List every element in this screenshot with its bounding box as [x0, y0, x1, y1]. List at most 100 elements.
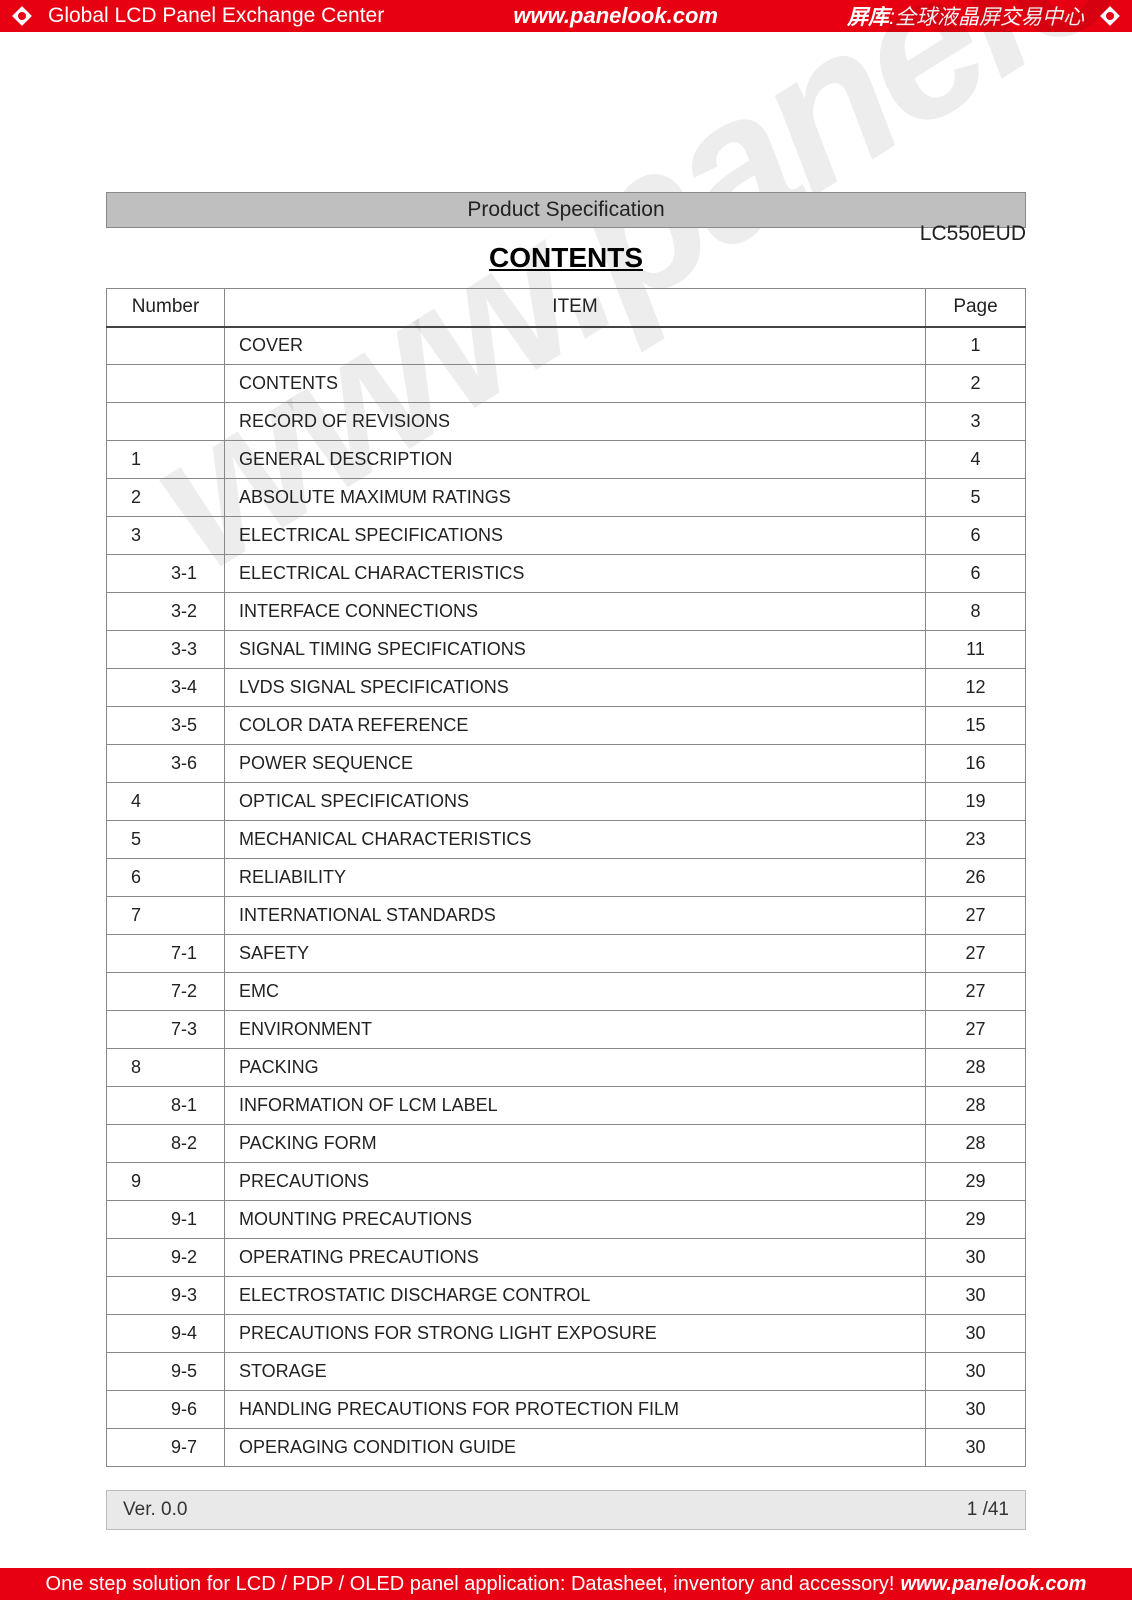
- col-header-item: ITEM: [225, 289, 926, 327]
- table-row: 9-2OPERATING PRECAUTIONS30: [107, 1239, 1026, 1277]
- table-row: 7-2EMC27: [107, 973, 1026, 1011]
- row-page: 8: [926, 593, 1026, 631]
- logo-diamond-icon: [10, 4, 34, 28]
- table-row: 8-2PACKING FORM28: [107, 1125, 1026, 1163]
- table-row: 9-4PRECAUTIONS FOR STRONG LIGHT EXPOSURE…: [107, 1315, 1026, 1353]
- row-number: 9: [107, 1163, 225, 1201]
- row-page: 30: [926, 1315, 1026, 1353]
- table-row: 1GENERAL DESCRIPTION4: [107, 441, 1026, 479]
- table-row: 9-3ELECTROSTATIC DISCHARGE CONTROL30: [107, 1277, 1026, 1315]
- row-item: ELECTRICAL SPECIFICATIONS: [225, 517, 926, 555]
- row-number: 3: [107, 517, 225, 555]
- row-number: 9-5: [107, 1353, 225, 1391]
- row-number: 3-3: [107, 631, 225, 669]
- row-item: RECORD OF REVISIONS: [225, 403, 926, 441]
- row-item: MOUNTING PRECAUTIONS: [225, 1201, 926, 1239]
- row-item: ABSOLUTE MAXIMUM RATINGS: [225, 479, 926, 517]
- row-number: 8-2: [107, 1125, 225, 1163]
- row-number: 7-3: [107, 1011, 225, 1049]
- table-row: 9PRECAUTIONS29: [107, 1163, 1026, 1201]
- table-row: RECORD OF REVISIONS3: [107, 403, 1026, 441]
- row-item: OPERAGING CONDITION GUIDE: [225, 1429, 926, 1467]
- bottom-banner-link: www.panelook.com: [901, 1573, 1087, 1596]
- table-row: 8PACKING28: [107, 1049, 1026, 1087]
- row-item: OPTICAL SPECIFICATIONS: [225, 783, 926, 821]
- row-number: 8: [107, 1049, 225, 1087]
- row-number: 4: [107, 783, 225, 821]
- row-item: HANDLING PRECAUTIONS FOR PROTECTION FILM: [225, 1391, 926, 1429]
- table-row: 3-1ELECTRICAL CHARACTERISTICS6: [107, 555, 1026, 593]
- banner-right-rest: :全球液晶屏交易中心: [889, 6, 1084, 29]
- row-page: 1: [926, 327, 1026, 365]
- row-page: 15: [926, 707, 1026, 745]
- row-number: 3-4: [107, 669, 225, 707]
- banner-right-bold: 屏库: [847, 6, 889, 29]
- row-item: COLOR DATA REFERENCE: [225, 707, 926, 745]
- row-item: ELECTRICAL CHARACTERISTICS: [225, 555, 926, 593]
- row-page: 11: [926, 631, 1026, 669]
- row-page: 23: [926, 821, 1026, 859]
- row-item: EMC: [225, 973, 926, 1011]
- spec-header-label: Product Specification: [467, 198, 664, 222]
- row-page: 30: [926, 1391, 1026, 1429]
- col-header-page: Page: [926, 289, 1026, 327]
- bottom-banner: One step solution for LCD / PDP / OLED p…: [0, 1568, 1132, 1600]
- table-row: 4OPTICAL SPECIFICATIONS19: [107, 783, 1026, 821]
- row-number: 2: [107, 479, 225, 517]
- row-page: 4: [926, 441, 1026, 479]
- bottom-banner-text: One step solution for LCD / PDP / OLED p…: [46, 1573, 895, 1596]
- table-row: 3-6POWER SEQUENCE16: [107, 745, 1026, 783]
- model-number: LC550EUD: [920, 222, 1026, 246]
- row-item: LVDS SIGNAL SPECIFICATIONS: [225, 669, 926, 707]
- top-banner: Global LCD Panel Exchange Center www.pan…: [0, 0, 1132, 32]
- table-row: 3-4LVDS SIGNAL SPECIFICATIONS12: [107, 669, 1026, 707]
- row-number: 9-1: [107, 1201, 225, 1239]
- page-footer-bar: Ver. 0.0 1 /41: [106, 1490, 1026, 1530]
- row-item: ELECTROSTATIC DISCHARGE CONTROL: [225, 1277, 926, 1315]
- row-page: 30: [926, 1429, 1026, 1467]
- contents-title: CONTENTS: [106, 242, 1026, 274]
- table-header-row: Number ITEM Page: [107, 289, 1026, 327]
- table-row: 7-1SAFETY27: [107, 935, 1026, 973]
- page-body: LC550EUD Product Specification CONTENTS …: [0, 32, 1132, 1568]
- version-label: Ver. 0.0: [123, 1499, 187, 1521]
- row-page: 30: [926, 1239, 1026, 1277]
- row-number: 6: [107, 859, 225, 897]
- banner-right-text: 屏库:全球液晶屏交易中心: [847, 1, 1084, 31]
- row-page: 5: [926, 479, 1026, 517]
- col-header-number: Number: [107, 289, 225, 327]
- row-page: 29: [926, 1163, 1026, 1201]
- row-page: 27: [926, 973, 1026, 1011]
- row-page: 6: [926, 517, 1026, 555]
- table-row: 3-3SIGNAL TIMING SPECIFICATIONS11: [107, 631, 1026, 669]
- row-item: OPERATING PRECAUTIONS: [225, 1239, 926, 1277]
- row-page: 6: [926, 555, 1026, 593]
- row-item: MECHANICAL CHARACTERISTICS: [225, 821, 926, 859]
- row-page: 2: [926, 365, 1026, 403]
- row-page: 30: [926, 1353, 1026, 1391]
- table-row: 6RELIABILITY26: [107, 859, 1026, 897]
- row-page: 3: [926, 403, 1026, 441]
- row-number: 8-1: [107, 1087, 225, 1125]
- row-number: 5: [107, 821, 225, 859]
- row-page: 28: [926, 1087, 1026, 1125]
- row-item: INFORMATION OF LCM LABEL: [225, 1087, 926, 1125]
- row-item: PRECAUTIONS FOR STRONG LIGHT EXPOSURE: [225, 1315, 926, 1353]
- table-row: 7-3ENVIRONMENT27: [107, 1011, 1026, 1049]
- row-number: 1: [107, 441, 225, 479]
- row-item: INTERFACE CONNECTIONS: [225, 593, 926, 631]
- table-row: 3-5COLOR DATA REFERENCE15: [107, 707, 1026, 745]
- row-item: COVER: [225, 327, 926, 365]
- table-row: 3ELECTRICAL SPECIFICATIONS6: [107, 517, 1026, 555]
- row-item: RELIABILITY: [225, 859, 926, 897]
- banner-center-link: www.panelook.com: [384, 3, 847, 29]
- table-row: COVER1: [107, 327, 1026, 365]
- row-number: 7: [107, 897, 225, 935]
- row-number: 3-6: [107, 745, 225, 783]
- row-page: 16: [926, 745, 1026, 783]
- row-page: 29: [926, 1201, 1026, 1239]
- row-number: 3-2: [107, 593, 225, 631]
- row-item: PACKING: [225, 1049, 926, 1087]
- row-number: 9-3: [107, 1277, 225, 1315]
- logo-diamond-icon: [1098, 4, 1122, 28]
